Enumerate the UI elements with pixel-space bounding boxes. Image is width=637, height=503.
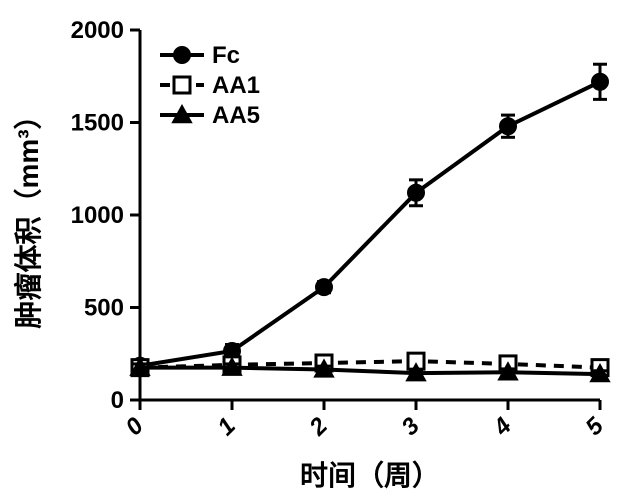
x-tick-label: 0	[120, 412, 149, 441]
y-tick-label: 2000	[71, 17, 124, 44]
x-axis-title: 时间（周）	[300, 459, 440, 491]
y-tick-label: 1500	[71, 110, 124, 137]
marker-circle-icon	[592, 74, 608, 90]
legend-label-fc: Fc	[212, 42, 240, 69]
marker-circle-icon	[316, 279, 332, 295]
x-tick-label: 3	[396, 412, 425, 441]
x-tick-label: 2	[304, 412, 334, 442]
marker-circle-icon	[408, 185, 424, 201]
x-tick-label: 1	[212, 412, 241, 441]
marker-circle-icon	[174, 47, 190, 63]
series-line-fc	[140, 82, 600, 366]
line-chart: 0 500 1000 1500 2000 0 1 2 3 4 5 时间（周） 肿瘤体积（mm³） Fc AA…	[0, 0, 637, 503]
x-tick-label: 5	[580, 412, 609, 441]
y-tick-label: 1000	[71, 202, 124, 229]
axes	[140, 30, 600, 400]
legend-label-aa1: AA1	[212, 72, 260, 99]
y-tick-label: 500	[84, 295, 124, 322]
series-line-aa5	[140, 368, 600, 374]
y-axis-title: 肿瘤体积（mm³）	[12, 101, 44, 328]
legend-label-aa5: AA5	[212, 102, 260, 129]
marker-square-icon	[174, 77, 190, 93]
x-tick-label: 4	[488, 412, 517, 441]
chart-container: 0 500 1000 1500 2000 0 1 2 3 4 5 时间（周） 肿瘤体积（mm³） Fc AA…	[0, 0, 637, 503]
y-tick-label: 0	[111, 387, 124, 414]
marker-circle-icon	[500, 118, 516, 134]
